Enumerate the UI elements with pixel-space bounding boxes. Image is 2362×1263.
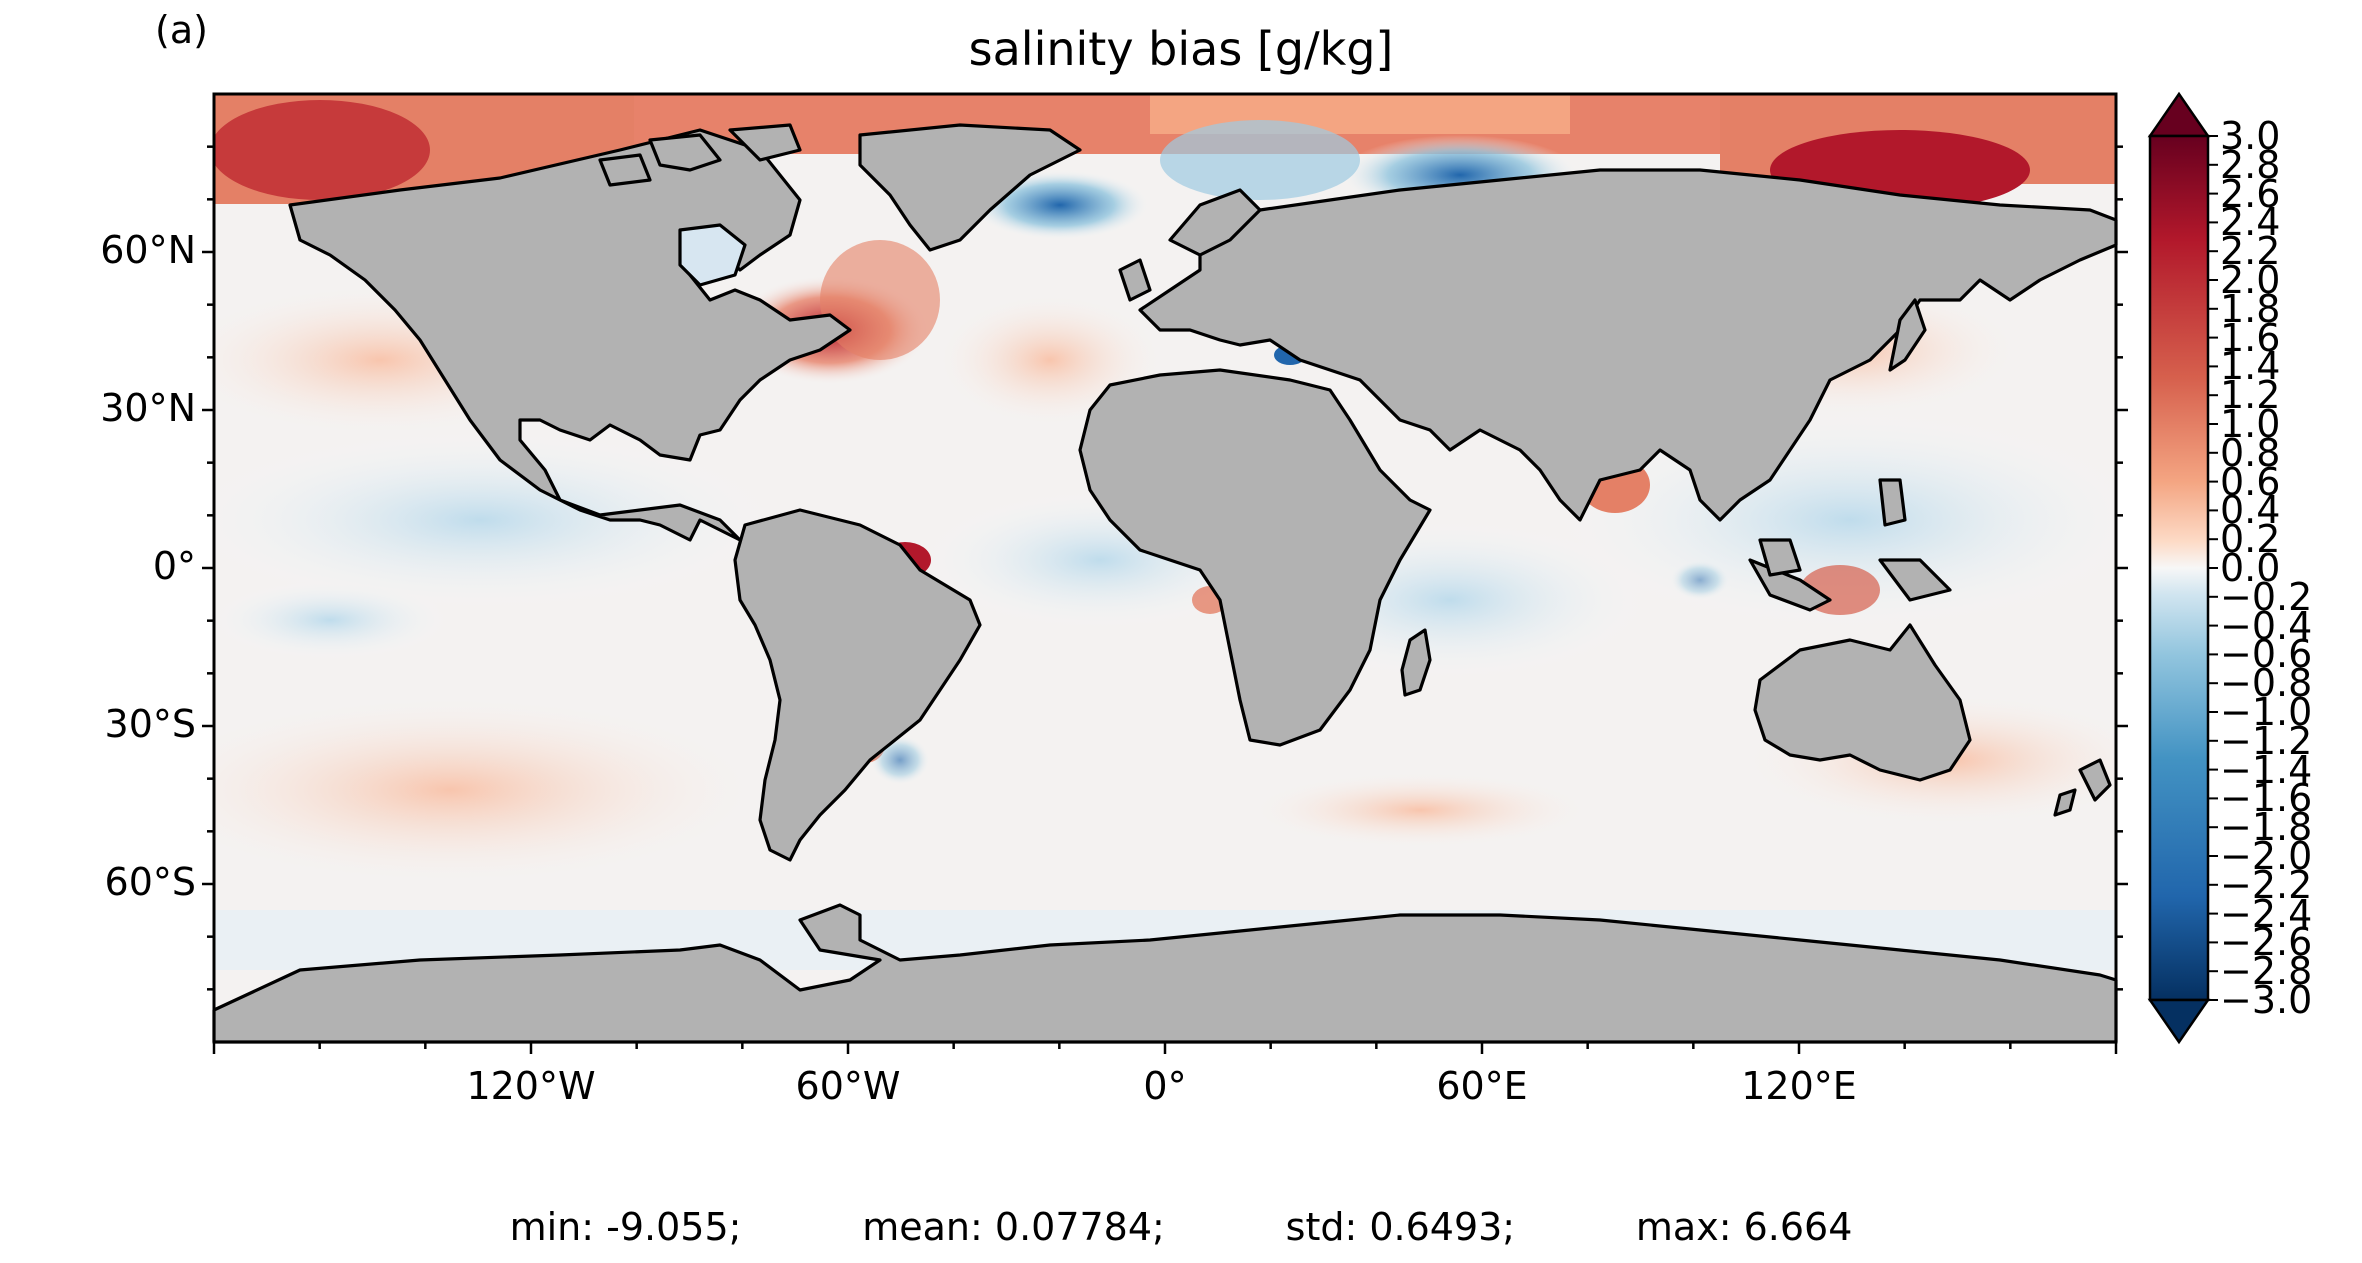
landmass-eurasia [1138, 168, 2118, 522]
lon-tick-label: 120°E [1741, 1064, 1857, 1108]
colorbar-tick-label: −0.2 [2220, 574, 2313, 619]
colorbar-extend-top [2147, 91, 2211, 138]
colorbar-tick-label: 1.0 [2220, 402, 2281, 446]
stat-min: min: -9.055; [509, 1205, 742, 1249]
lon-tick-label: 60°E [1436, 1064, 1528, 1108]
latitude-ticks [202, 145, 2128, 991]
colorbar-tick-label: −2.8 [2220, 949, 2313, 994]
colorbar-tick-label: −1.8 [2220, 805, 2313, 850]
colorbar-tick-label: 2.6 [2220, 171, 2281, 216]
colorbar-tick-label: 0.6 [2220, 459, 2281, 504]
map-frame [212, 92, 2118, 1044]
colorbar-tick-label: −1.6 [2220, 776, 2313, 821]
colorbar-tick-label: −1.2 [2220, 718, 2313, 763]
lat-tick-label: 30°S [104, 702, 196, 746]
landmass-antarctica [212, 903, 2118, 1044]
landmass-south-america [733, 508, 982, 862]
colorbar-tick-label: 0.4 [2220, 488, 2281, 533]
colorbar-tick-label: 1.4 [2220, 344, 2281, 389]
landmass-australia [1753, 623, 1972, 782]
longitude-ticks [212, 1042, 2118, 1054]
colorbar-ticks [2208, 135, 2218, 1001]
lon-tick-label: 60°W [795, 1064, 901, 1108]
colorbar-tick-label: −1.4 [2220, 747, 2313, 792]
colorbar-tick-label: −3.0 [2220, 978, 2313, 1022]
lon-tick-label: 0° [1143, 1064, 1187, 1108]
landmass-greenland [858, 123, 1082, 252]
colorbar [2147, 91, 2218, 1045]
colorbar-tick-label: 2.2 [2220, 229, 2281, 274]
colorbar-tick-label: −2.2 [2220, 862, 2313, 907]
colorbar-tick-label: −1.0 [2220, 690, 2313, 734]
land-layer [212, 123, 2118, 1044]
colorbar-tick-label: 2.4 [2220, 200, 2281, 245]
lat-tick-label: 60°N [100, 228, 196, 272]
lat-tick-label: 30°N [100, 386, 196, 430]
colorbar-tick-label: 2.8 [2220, 142, 2281, 187]
stats-bar: min: -9.055; mean: 0.07784; std: 0.6493;… [0, 1205, 2362, 1249]
colorbar-tick-label: −0.4 [2220, 603, 2313, 648]
colorbar-tick-label: 1.8 [2220, 286, 2281, 331]
colorbar-tick-label: −0.6 [2220, 632, 2313, 677]
landmass-africa [1078, 368, 1432, 747]
colorbar-tick-label: 0.0 [2220, 546, 2281, 590]
map-title: salinity bias [g/kg] [968, 22, 1394, 76]
colorbar-tick-label: −0.8 [2220, 661, 2313, 706]
stat-max: max: 6.664 [1635, 1205, 1853, 1249]
colorbar-tick-label: 2.0 [2220, 258, 2281, 302]
stat-std: std: 0.6493; [1285, 1205, 1516, 1249]
colorbar-tick-label: 0.2 [2220, 517, 2281, 562]
colorbar-tick-label: −2.0 [2220, 834, 2313, 878]
colorbar-body [2148, 134, 2210, 1002]
stat-mean: mean: 0.07784; [862, 1205, 1165, 1249]
colorbar-tick-label: −2.6 [2220, 920, 2313, 965]
lat-tick-label: 60°S [104, 860, 196, 904]
colorbar-tick-label: 1.6 [2220, 315, 2281, 360]
colorbar-extend-bottom [2147, 998, 2211, 1045]
colorbar-tick-label: −2.4 [2220, 891, 2313, 936]
colorbar-tick-label: 0.8 [2220, 430, 2281, 475]
panel-label: (a) [155, 8, 208, 52]
lat-tick-label: 0° [152, 544, 196, 588]
lon-tick-label: 120°W [466, 1064, 596, 1108]
colorbar-tick-label: 1.2 [2220, 373, 2281, 418]
colorbar-tick-label: 3.0 [2220, 114, 2281, 158]
